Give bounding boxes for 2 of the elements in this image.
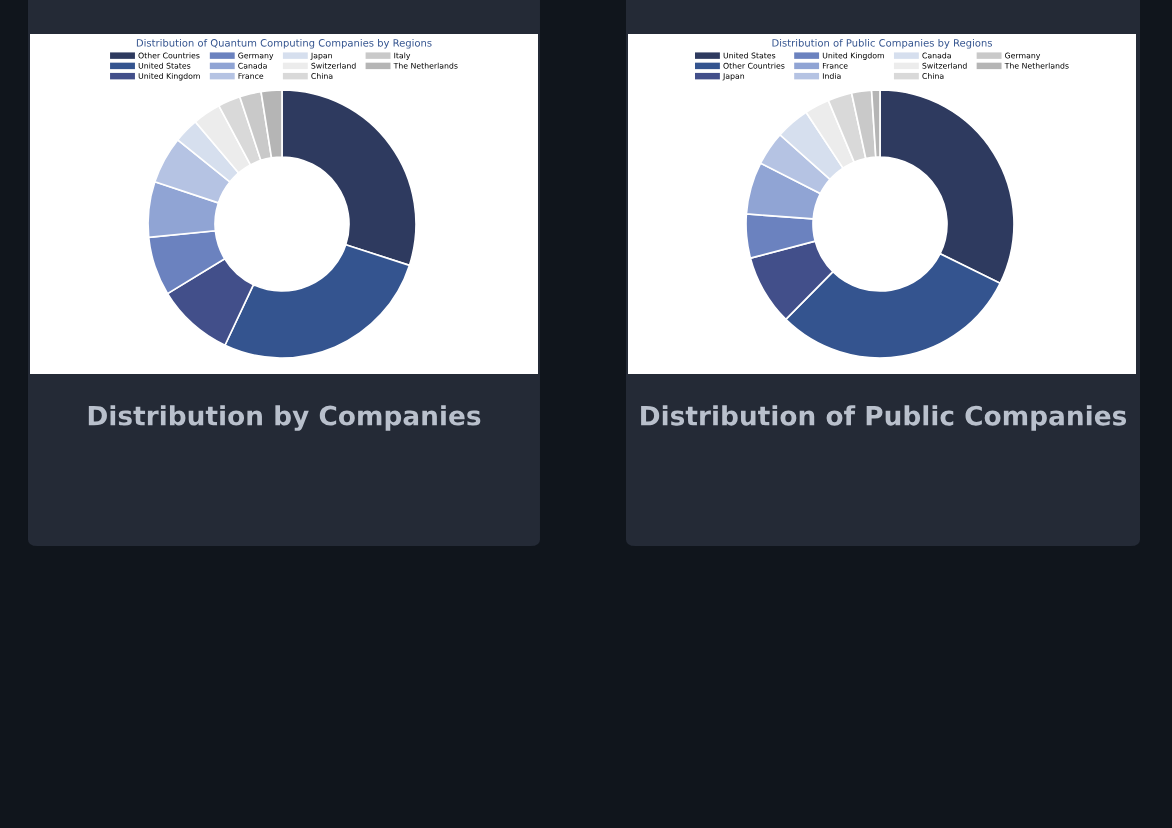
- text: Distribution of Public Companies: [641, 405, 1127, 431]
- text: Distribution by Companies: [88, 405, 481, 431]
